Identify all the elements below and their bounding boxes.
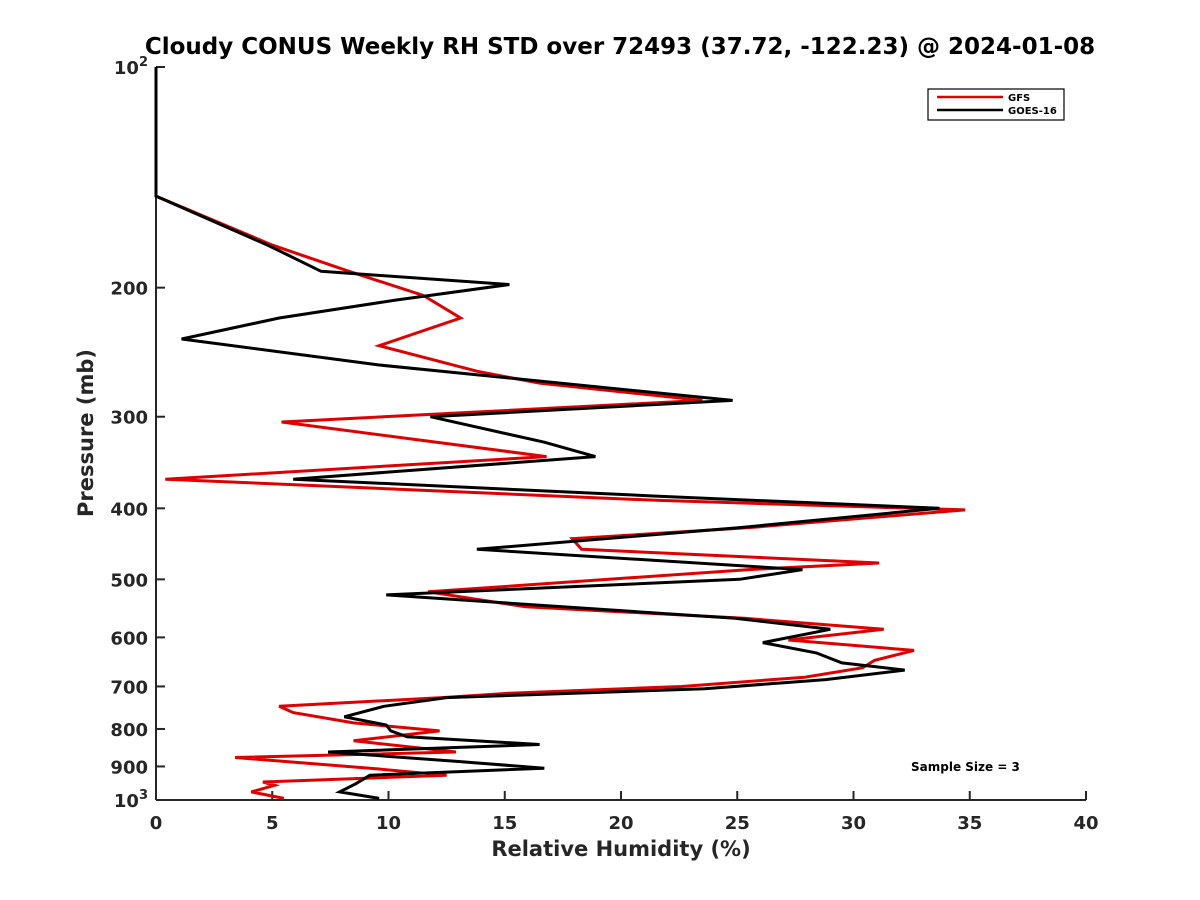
y-tick-label: 900 <box>110 757 148 778</box>
y-tick-label: 800 <box>110 720 148 741</box>
legend-label-gfs: GFS <box>1008 93 1030 104</box>
x-tick-label: 35 <box>957 813 982 834</box>
x-tick-label: 10 <box>376 813 401 834</box>
x-tick-label: 0 <box>150 813 163 834</box>
legend: GFS GOES-16 <box>927 88 1065 121</box>
y-tick-label: 600 <box>110 628 148 649</box>
y-tick-label: 300 <box>110 408 148 429</box>
series-lines <box>154 67 966 800</box>
x-tick-label: 25 <box>725 813 750 834</box>
y-ticks: 102 200 300 400 500 600 700 800 900 103 <box>110 55 165 812</box>
x-ticks: 0 5 10 15 20 25 30 35 40 <box>150 791 1099 834</box>
x-tick-label: 30 <box>841 813 866 834</box>
chart-title: Cloudy CONUS Weekly RH STD over 72493 (3… <box>145 34 1095 60</box>
legend-box <box>927 88 1065 121</box>
x-tick-label: 15 <box>492 813 517 834</box>
y-tick-label: 102 <box>114 55 148 79</box>
y-tick-label: 200 <box>110 279 148 300</box>
y-tick-label: 400 <box>110 499 148 520</box>
series-line-gfs <box>154 67 966 800</box>
x-tick-label: 5 <box>266 813 279 834</box>
x-tick-label: 40 <box>1073 813 1098 834</box>
series-line-goes16 <box>154 67 940 800</box>
y-tick-label: 103 <box>114 788 148 812</box>
sample-size-note: Sample Size = 3 <box>911 760 1020 774</box>
x-tick-label: 20 <box>608 813 633 834</box>
legend-label-goes16: GOES-16 <box>1008 106 1057 117</box>
y-tick-label: 700 <box>110 677 148 698</box>
x-axis-label: Relative Humidity (%) <box>491 837 750 861</box>
y-axis-label: Pressure (mb) <box>74 349 98 517</box>
y-tick-label: 500 <box>110 570 148 591</box>
